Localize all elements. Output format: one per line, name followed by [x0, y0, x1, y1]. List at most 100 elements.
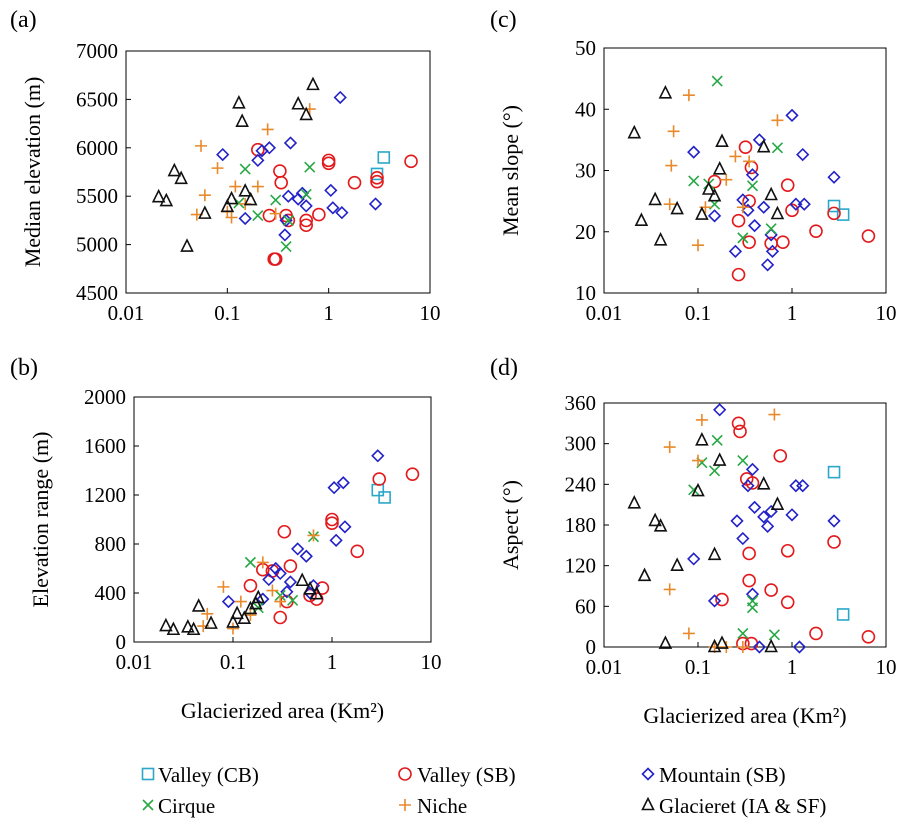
data-point-niche — [225, 211, 238, 224]
data-point-glacieret — [648, 512, 662, 527]
chart-panel-3: (d) 0.01 0.1 1 10 0 60 120 180 240 300 360 Aspect (°… — [490, 355, 897, 728]
data-point-niche — [201, 607, 214, 620]
data-point-niche — [229, 180, 242, 193]
data-point-valley_cb — [378, 491, 391, 504]
panel-label: (d) — [490, 355, 518, 381]
data-point-glacieret — [707, 546, 722, 561]
data-point-glacieret — [243, 191, 258, 206]
x-tick-label: 0.01 — [108, 301, 145, 325]
data-point-cirque — [708, 465, 721, 477]
data-point-glacieret — [220, 198, 235, 213]
data-point-valley_sb — [299, 213, 313, 228]
data-point-cirque — [280, 240, 292, 253]
data-point-glacieret — [637, 567, 652, 582]
data-point-glacieret — [712, 160, 727, 175]
data-point-niche — [256, 556, 269, 569]
data-point-glacieret — [695, 206, 709, 220]
data-point-valley_sb — [273, 610, 288, 625]
data-point-mountain_sb — [757, 200, 771, 214]
data-point-cirque — [768, 629, 780, 641]
legend-label: Valley (CB) — [158, 763, 259, 787]
data-point-valley_sb — [731, 267, 746, 282]
data-point-mountain_sb — [238, 211, 252, 226]
data-point-valley_sb — [283, 559, 298, 573]
data-point-valley_sb — [764, 583, 778, 597]
data-point-mountain_sb — [760, 258, 775, 272]
data-point-niche — [667, 125, 680, 138]
legend-item-valley_sb: Valley (SB) — [398, 763, 516, 787]
y-axis-label: Aspect (°) — [498, 480, 523, 570]
data-point-cirque — [252, 209, 264, 222]
data-point-valley_sb — [738, 140, 753, 155]
data-point-valley_sb — [780, 595, 795, 610]
data-point-niche — [736, 201, 749, 214]
y-tick-label: 5000 — [76, 233, 118, 257]
data-point-mountain_sb — [283, 136, 298, 150]
legend-label: Mountain (SB) — [659, 763, 786, 787]
data-point-valley_sb — [731, 213, 746, 228]
x-tick-label: 10 — [420, 301, 441, 325]
data-point-glacieret — [770, 496, 785, 510]
legend-marker-niche — [399, 799, 411, 811]
data-point-glacieret — [167, 162, 182, 177]
chart-panel-0: (a) 0.01 0.1 1 10 4500 5000 5500 6000 6500 7000 Med… — [10, 7, 441, 325]
data-point-mountain_sb — [736, 531, 750, 546]
y-tick-label: 360 — [565, 391, 597, 415]
data-point-valley_sb — [243, 578, 258, 593]
y-tick-label: 40 — [575, 97, 596, 121]
data-point-mountain_sb — [728, 244, 743, 258]
data-point-mountain_sb — [747, 500, 762, 515]
data-point-cirque — [746, 180, 759, 192]
x-tick-label: 0.01 — [586, 655, 623, 679]
data-point-mountain_sb — [336, 476, 350, 490]
data-point-cirque — [270, 194, 282, 206]
legend-label: Glacieret (IA & SF) — [659, 794, 826, 818]
data-point-glacieret — [764, 186, 778, 201]
data-point-glacieret — [627, 124, 642, 139]
legend: Valley (CB) Valley (SB) Mountain (SB) Cirqu… — [141, 763, 826, 818]
data-point-cirque — [688, 175, 700, 187]
data-point-valley_sb — [773, 449, 788, 463]
data-point-cirque — [737, 232, 749, 244]
data-point-valley_cb — [827, 199, 841, 213]
y-tick-label: 0 — [586, 635, 597, 659]
data-point-cirque — [737, 627, 749, 640]
data-point-niche — [692, 239, 704, 252]
data-point-mountain_sb — [338, 520, 352, 534]
plot-frame — [603, 402, 887, 648]
data-point-mountain_sb — [251, 153, 265, 168]
data-point-glacieret — [306, 76, 320, 91]
data-point-glacieret — [695, 431, 709, 446]
plot-frame — [125, 50, 431, 294]
y-axis-label: Median elevation (m) — [20, 77, 45, 268]
data-point-mountain_sb — [324, 183, 338, 198]
data-point-niche — [768, 408, 781, 421]
y-tick-label: 6000 — [76, 136, 118, 160]
data-point-glacieret — [198, 205, 212, 219]
y-tick-label: 180 — [565, 513, 597, 537]
y-tick-label: 300 — [565, 432, 597, 456]
data-point-mountain_sb — [785, 508, 799, 522]
data-point-glacieret — [303, 581, 317, 595]
x-tick-label: 10 — [876, 301, 897, 325]
y-axis-label: Mean slope (°) — [498, 105, 523, 236]
data-point-glacieret — [658, 85, 673, 99]
data-point-niche — [771, 114, 784, 127]
data-point-valley_sb — [405, 467, 420, 481]
data-point-valley_sb — [347, 175, 362, 190]
data-point-mountain_sb — [745, 168, 760, 182]
data-point-mountain_sb — [273, 566, 287, 581]
data-point-niche — [217, 580, 230, 593]
legend-label: Cirque — [158, 794, 215, 818]
data-point-mountain_sb — [757, 510, 771, 524]
legend-label: Valley (SB) — [417, 763, 516, 787]
data-point-valley_sb — [325, 516, 339, 530]
y-tick-label: 30 — [575, 159, 596, 183]
data-point-mountain_sb — [796, 479, 810, 493]
data-point-mountain_sb — [283, 575, 298, 589]
data-point-glacieret — [224, 190, 239, 205]
data-point-glacieret — [174, 170, 188, 185]
data-point-glacieret — [159, 192, 174, 207]
data-point-valley_sb — [299, 218, 313, 233]
data-point-glacieret — [180, 238, 194, 252]
